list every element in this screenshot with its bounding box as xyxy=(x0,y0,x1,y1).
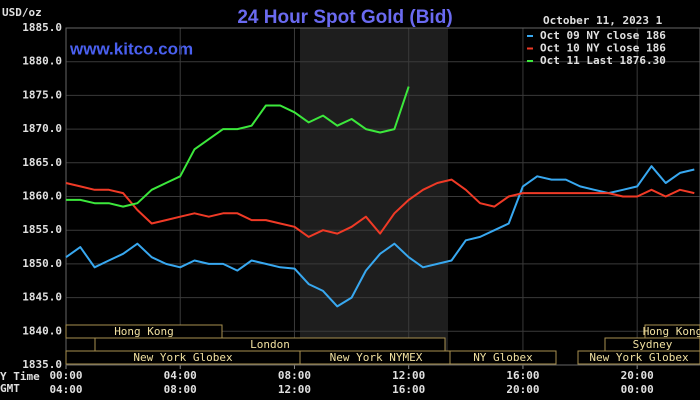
y-tick-label: 1835.0 xyxy=(22,358,62,371)
x2-axis-label: GMT xyxy=(0,382,20,395)
x-tick-label: 00:00 xyxy=(49,369,82,382)
session-label: New York Globex xyxy=(133,351,233,364)
series-line xyxy=(65,165,695,308)
y-tick-label: 1855.0 xyxy=(22,223,62,236)
session-box xyxy=(449,350,557,365)
y-tick-label: 1875.0 xyxy=(22,88,62,101)
series-line xyxy=(65,178,695,238)
session-label: London xyxy=(250,338,290,351)
y-tick-label: 1865.0 xyxy=(22,156,62,169)
x2-tick-label: 16:00 xyxy=(392,383,425,396)
session-label: NY Globex xyxy=(473,351,533,364)
x2-tick-label: 20:00 xyxy=(506,383,539,396)
series-line xyxy=(66,86,410,208)
date: October 11, 2023 1 xyxy=(543,14,663,27)
session-label: New York NYMEX xyxy=(330,351,423,364)
legend-label: Oct 09 NY close 186 xyxy=(540,29,666,42)
session-label: Sydney xyxy=(633,338,673,351)
x-tick-label: 16:00 xyxy=(506,369,539,382)
session-label: New York Globex xyxy=(589,351,689,364)
session-label: Hong Kong xyxy=(643,325,700,338)
x2-tick-label: 08:00 xyxy=(164,383,197,396)
y-tick-label: 1845.0 xyxy=(22,291,62,304)
x-tick-label: 20:00 xyxy=(621,369,654,382)
legend-label: Oct 10 NY close 186 xyxy=(540,42,666,55)
session-label: Hong Kong xyxy=(114,325,174,338)
y-tick-label: 1860.0 xyxy=(22,190,62,203)
y-tick-label: 1850.0 xyxy=(22,257,62,270)
x-tick-label: 12:00 xyxy=(392,369,425,382)
chart-title: 24 Hour Spot Gold (Bid) xyxy=(237,7,452,28)
y-axis-label: USD/oz xyxy=(2,6,42,19)
y-tick-label: 1880.0 xyxy=(22,55,62,68)
x-tick-label: 08:00 xyxy=(278,369,311,382)
legend-label: Oct 11 Last 1876.30 xyxy=(540,54,666,67)
session-box xyxy=(577,350,700,365)
x2-tick-label: 00:00 xyxy=(621,383,654,396)
x2-tick-label: 12:00 xyxy=(278,383,311,396)
y-tick-label: 1840.0 xyxy=(22,324,62,337)
y-tick-label: 1885.0 xyxy=(22,21,62,34)
x-axis-label: Y Time xyxy=(0,370,40,383)
y-tick-label: 1870.0 xyxy=(22,122,62,135)
watermark: www.kitco.com xyxy=(69,39,193,58)
x2-tick-label: 04:00 xyxy=(49,383,82,396)
x-tick-label: 04:00 xyxy=(164,369,197,382)
plot-frame xyxy=(65,27,700,366)
